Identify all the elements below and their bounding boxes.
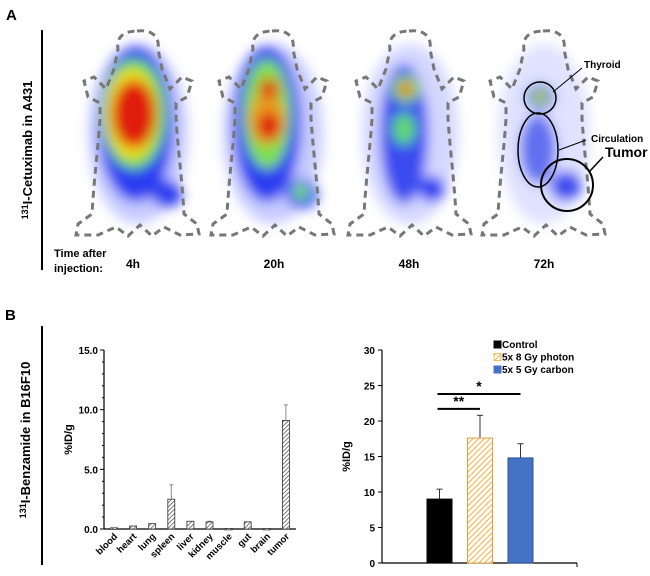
thyroid-circle	[523, 81, 557, 115]
y-tick-label: 20	[364, 417, 376, 428]
biodistribution-chart: 0.05.010.015.0%ID/gbloodheartlungspleenl…	[63, 346, 296, 562]
tumor-label: Tumor	[605, 144, 648, 160]
legend-swatch	[493, 365, 502, 374]
legend-label: 5x 5 Gy carbon	[502, 365, 574, 376]
mouse-image-4h	[74, 29, 201, 238]
thyroid-label: Thyroid	[584, 60, 621, 71]
bar-brain	[262, 528, 271, 531]
bar-heart	[129, 525, 138, 530]
time-label-line1: Time after	[54, 248, 107, 260]
y-tick-label: 5.0	[84, 465, 98, 476]
circulation-pointer	[558, 139, 587, 151]
x-tick-label: tumor	[265, 531, 292, 558]
legend-label: 5x 8 Gy photon	[502, 353, 574, 364]
y-tick-label: 10	[364, 488, 376, 499]
bar-lung	[148, 523, 157, 530]
timepoint-20h: 20h	[264, 257, 285, 271]
circulation-ellipse	[517, 112, 559, 188]
legend-label: Control	[502, 340, 538, 351]
bar-control	[426, 498, 453, 564]
mouse-image-48h	[346, 29, 473, 238]
thyroid-pointer	[552, 67, 583, 93]
mouse-image-20h	[209, 29, 336, 238]
tumor-circle	[540, 158, 594, 212]
bar-blood	[110, 527, 118, 530]
panel-a-label: A	[6, 7, 17, 24]
y-tick-label: 25	[364, 382, 376, 393]
bar-5x-8-gy-photon	[467, 437, 493, 564]
timepoint-4h: 4h	[126, 257, 140, 271]
significance-label: *	[476, 378, 482, 394]
circulation-label: Circulation	[591, 134, 643, 145]
time-label-line2: injection:	[54, 263, 103, 275]
panel-b-label: B	[5, 307, 16, 324]
y-tick-label: 0.0	[84, 525, 98, 536]
bar-liver	[186, 520, 195, 530]
y-tick-label: 0	[369, 559, 375, 570]
mouse-image-72h	[480, 29, 607, 238]
x-tick-label: heart	[115, 531, 140, 556]
y-axis-label: %ID/g	[63, 424, 75, 455]
radiation-uptake-chart: 0 5 10 15 20 25 30 %ID/g Control 5x 8 Gy photon5x…	[341, 340, 578, 570]
significance-label: **	[453, 393, 464, 409]
timepoint-72h: 72h	[534, 257, 555, 271]
legend-swatch	[493, 353, 502, 361]
panel-a-ylabel: 131I-Cetuximab in A431	[20, 81, 35, 220]
y-tick-label: 30	[364, 346, 376, 357]
panel-b-ylabel: 131I-Benzamide in B16F10	[18, 362, 33, 519]
legend-swatch	[493, 340, 502, 349]
y-tick-label: 10.0	[79, 406, 99, 417]
y-tick-label: 5	[369, 524, 375, 535]
y-tick-label: 15	[364, 453, 376, 464]
timepoint-48h: 48h	[399, 257, 420, 271]
bar-gut	[243, 521, 252, 530]
tumor-pointer	[588, 156, 604, 173]
y-axis-label: %ID/g	[341, 441, 353, 472]
bar-spleen	[167, 498, 176, 530]
bar-5x-5-gy-carbon	[507, 457, 534, 564]
bar-muscle	[224, 528, 233, 531]
y-tick-label: 15.0	[79, 346, 99, 357]
bar-tumor	[281, 420, 290, 530]
bar-kidney	[205, 521, 214, 530]
